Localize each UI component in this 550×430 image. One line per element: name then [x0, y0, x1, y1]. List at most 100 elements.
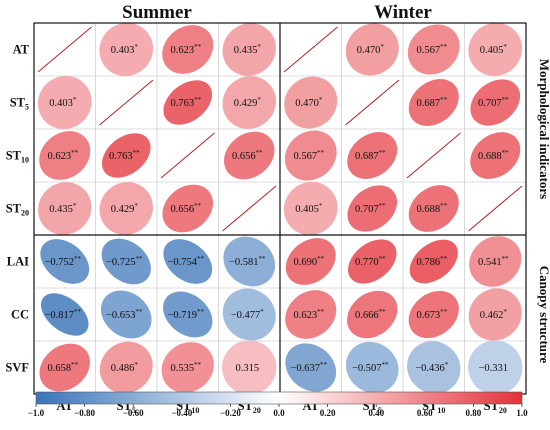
diagonal-line: [160, 132, 215, 179]
significance-mark: **: [502, 96, 510, 104]
significance-mark: **: [74, 255, 82, 263]
significance-mark: *: [257, 96, 261, 104]
significance-mark: **: [71, 149, 79, 157]
correlation-ellipse: [468, 22, 523, 77]
significance-mark: *: [73, 202, 77, 210]
correlation-cell: −0.581**: [223, 236, 276, 287]
correlation-cell: 0.786**: [409, 239, 458, 284]
correlation-cell: 0.656**: [162, 184, 214, 233]
correlation-cell: 0.623**: [162, 25, 214, 74]
colorbar-tick-label: −0.20: [220, 408, 241, 418]
correlation-ellipse: [222, 76, 276, 129]
correlation-value: 0.690**: [293, 255, 324, 268]
diagonal-line: [406, 132, 461, 179]
correlation-value: 0.623**: [47, 149, 78, 162]
significance-mark: **: [256, 149, 264, 157]
correlation-ellipse: [101, 238, 151, 285]
correlation-cell: 0.688**: [408, 185, 459, 232]
correlation-value: 0.688**: [478, 149, 509, 162]
diagonal-line: [222, 185, 277, 232]
correlation-value: −0.817**: [44, 308, 81, 321]
correlation-cell: 0.623**: [285, 290, 337, 339]
correlation-value: 0.707**: [355, 202, 386, 215]
row-label: ST10: [6, 149, 29, 165]
correlation-cell: −0.507**: [345, 341, 399, 394]
correlation-ellipse: [345, 23, 399, 76]
correlation-cell: −0.725**: [101, 238, 151, 285]
significance-mark: *: [445, 361, 449, 369]
correlation-ellipse: [470, 132, 521, 179]
significance-mark: *: [319, 202, 323, 210]
correlation-cell: 0.541**: [469, 236, 522, 287]
correlation-cell: −0.331: [468, 340, 523, 395]
correlation-value: 0.403*: [49, 96, 77, 109]
correlation-value: 0.786**: [416, 255, 447, 268]
group-label: Canopy structure: [537, 266, 550, 364]
correlation-ellipse: [283, 181, 338, 236]
correlation-ellipse: [468, 340, 523, 395]
correlation-cell: 0.470*: [345, 23, 399, 76]
correlation-cell: 0.763**: [163, 80, 213, 125]
correlation-value: 0.535**: [170, 361, 201, 374]
correlation-ellipse: [347, 290, 398, 339]
correlation-ellipse: [223, 236, 276, 287]
correlation-cell: 0.673**: [408, 290, 459, 339]
correlation-value: 0.763**: [170, 96, 201, 109]
correlation-value: 0.688**: [416, 202, 447, 215]
significance-mark: **: [379, 202, 387, 210]
correlation-cell: 0.486*: [99, 341, 153, 394]
correlation-value: 0.462*: [480, 308, 508, 321]
correlation-ellipse: [468, 288, 522, 341]
significance-mark: **: [194, 43, 202, 51]
colorbar-tick-label: 0.0: [273, 408, 285, 418]
correlation-cell: −0.817**: [40, 293, 89, 336]
correlation-value: 0.666**: [355, 308, 386, 321]
colorbar-gradient: [35, 391, 523, 405]
significance-mark: *: [257, 43, 261, 51]
correlation-value: 0.567**: [416, 43, 447, 56]
correlation-cell: 0.567**: [407, 24, 460, 75]
significance-mark: *: [134, 361, 138, 369]
correlation-ellipse: [285, 343, 337, 392]
colorbar-tick-label: 0.80: [466, 408, 482, 418]
significance-mark: **: [136, 255, 144, 263]
diagonal-line: [37, 26, 92, 73]
correlation-value: 0.623**: [293, 308, 324, 321]
correlation-value: 0.315: [235, 363, 259, 374]
correlation-value: 0.435*: [49, 202, 77, 215]
diagonal-line: [283, 26, 338, 73]
significance-mark: **: [71, 361, 79, 369]
correlation-ellipse: [163, 80, 213, 125]
correlation-ellipse: [39, 131, 91, 180]
correlation-ellipse: [284, 76, 338, 129]
significance-mark: **: [194, 96, 202, 104]
significance-mark: **: [379, 255, 387, 263]
significance-mark: **: [197, 308, 205, 316]
correlation-cell: 0.690**: [285, 238, 336, 285]
significance-mark: **: [317, 308, 325, 316]
correlation-value: 0.429*: [234, 96, 262, 109]
correlation-cell: −0.752**: [40, 239, 90, 284]
colorbar-tick-label: −1.0: [28, 408, 45, 418]
significance-mark: **: [440, 202, 448, 210]
correlation-value: −0.436*: [415, 361, 449, 374]
correlation-ellipse: [162, 184, 214, 233]
significance-mark: **: [259, 255, 267, 263]
colorbar-tick-label: 0.20: [320, 408, 336, 418]
correlation-ellipse: [222, 340, 277, 395]
correlation-value: 0.707**: [478, 96, 509, 109]
diagonal-line: [468, 185, 523, 232]
correlation-value: 0.673**: [416, 308, 447, 321]
correlation-cell: 0.435*: [38, 182, 92, 235]
correlation-value: 0.687**: [355, 149, 386, 162]
significance-mark: *: [73, 96, 77, 104]
correlation-value: 0.405*: [295, 202, 323, 215]
correlation-value: −0.719**: [167, 308, 204, 321]
correlation-cell: 0.687**: [408, 79, 459, 126]
correlation-ellipse: [40, 293, 89, 336]
correlation-value: 0.541**: [478, 255, 509, 268]
significance-mark: **: [317, 255, 325, 263]
row-label: ST20: [6, 202, 29, 218]
correlation-cell: −0.436*: [407, 341, 461, 394]
correlation-ellipse: [101, 133, 151, 178]
